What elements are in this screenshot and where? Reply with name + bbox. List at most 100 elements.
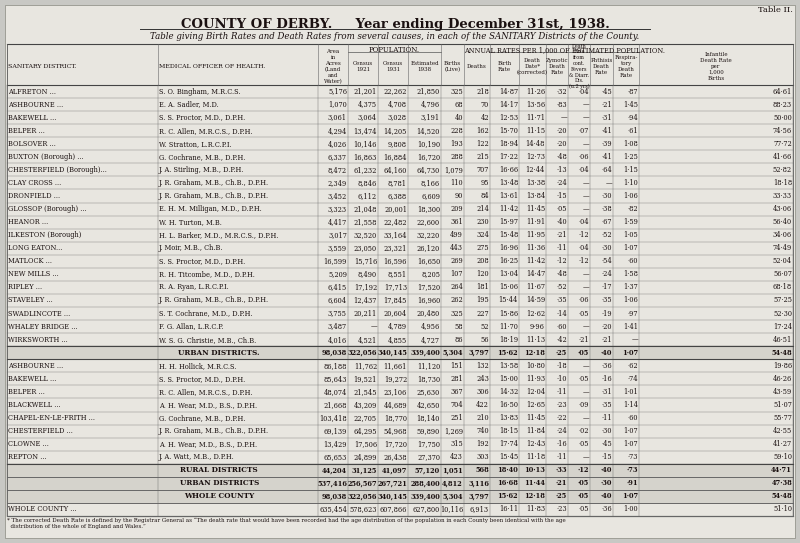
Text: 1·41: 1·41 bbox=[623, 323, 638, 331]
Text: 11·15: 11·15 bbox=[526, 127, 545, 135]
Text: 44,689: 44,689 bbox=[383, 401, 407, 409]
Text: 10·80: 10·80 bbox=[526, 362, 545, 370]
Text: 12·44: 12·44 bbox=[526, 166, 545, 174]
Text: 325: 325 bbox=[450, 87, 463, 96]
Text: 56: 56 bbox=[481, 336, 489, 344]
Text: 11·42: 11·42 bbox=[526, 257, 545, 266]
Text: 264: 264 bbox=[450, 283, 463, 292]
Text: 704: 704 bbox=[450, 401, 463, 409]
Text: 64,730: 64,730 bbox=[417, 166, 440, 174]
Text: —: — bbox=[582, 100, 589, 109]
Text: J. A. Watt, M.B., D.P.H.: J. A. Watt, M.B., D.P.H. bbox=[159, 453, 234, 461]
Text: Death
Rate
from
cont.
Fevers
& Diarr.
Dis.
(u.2 yrs): Death Rate from cont. Fevers & Diarr. Di… bbox=[569, 43, 590, 90]
Text: 74·56: 74·56 bbox=[773, 127, 792, 135]
Text: ·40: ·40 bbox=[556, 218, 567, 226]
Text: 6,604: 6,604 bbox=[328, 296, 347, 305]
Bar bbox=[7, 346, 793, 359]
Text: 15·44: 15·44 bbox=[498, 296, 518, 305]
Text: 24,899: 24,899 bbox=[354, 453, 377, 461]
Text: 275: 275 bbox=[476, 244, 489, 252]
Text: 4,375: 4,375 bbox=[358, 100, 377, 109]
Text: 1,051: 1,051 bbox=[442, 466, 463, 474]
Text: 16,960: 16,960 bbox=[417, 296, 440, 305]
Text: 1·07: 1·07 bbox=[622, 493, 638, 501]
Text: Births
(Live): Births (Live) bbox=[444, 61, 461, 72]
Text: BAKEWELL ...: BAKEWELL ... bbox=[8, 375, 56, 383]
Text: 16·50: 16·50 bbox=[499, 401, 518, 409]
Text: 15·00: 15·00 bbox=[499, 375, 518, 383]
Text: 107: 107 bbox=[450, 270, 463, 279]
Text: 21,545: 21,545 bbox=[354, 388, 377, 396]
Text: 256,567: 256,567 bbox=[347, 479, 377, 488]
Text: GLOSSOP (Borough) ...: GLOSSOP (Borough) ... bbox=[8, 205, 86, 213]
Text: ·35: ·35 bbox=[556, 296, 567, 305]
Text: 122: 122 bbox=[476, 140, 489, 148]
Text: ·73: ·73 bbox=[627, 453, 638, 461]
Text: 17,845: 17,845 bbox=[384, 296, 407, 305]
Text: ·06: ·06 bbox=[578, 153, 589, 161]
Text: A. H. Wear, M.D., B.S., D.P.H.: A. H. Wear, M.D., B.S., D.P.H. bbox=[159, 440, 257, 448]
Text: W. Stratton, L.R.C.P.I.: W. Stratton, L.R.C.P.I. bbox=[159, 140, 232, 148]
Text: 18·40: 18·40 bbox=[498, 466, 518, 474]
Text: 15·48: 15·48 bbox=[498, 231, 518, 239]
Text: 17,506: 17,506 bbox=[354, 440, 377, 448]
Text: 707: 707 bbox=[477, 166, 489, 174]
Text: 23,050: 23,050 bbox=[354, 244, 377, 252]
Text: S. T. Cochrane, M.D., D.P.H.: S. T. Cochrane, M.D., D.P.H. bbox=[159, 310, 253, 318]
Text: ·40: ·40 bbox=[601, 493, 612, 501]
Text: 12·65: 12·65 bbox=[526, 401, 545, 409]
Text: ·82: ·82 bbox=[627, 205, 638, 213]
Text: A. H. Wear, M.D., B.S., D.P.H.: A. H. Wear, M.D., B.S., D.P.H. bbox=[159, 401, 257, 409]
Text: —: — bbox=[631, 336, 638, 344]
Text: 26,120: 26,120 bbox=[417, 244, 440, 252]
Text: 13·83: 13·83 bbox=[499, 414, 518, 422]
Text: ·10: ·10 bbox=[557, 375, 567, 383]
Text: 8,166: 8,166 bbox=[421, 179, 440, 187]
Text: 27,370: 27,370 bbox=[417, 453, 440, 461]
Text: W. H. Turton, M.B.: W. H. Turton, M.B. bbox=[159, 218, 222, 226]
Text: ·15: ·15 bbox=[602, 453, 612, 461]
Text: R. C. Allen, M.R.C.S., D.P.H.: R. C. Allen, M.R.C.S., D.P.H. bbox=[159, 127, 253, 135]
Text: 14·17: 14·17 bbox=[499, 100, 518, 109]
Text: 607,866: 607,866 bbox=[380, 506, 407, 514]
Text: 1·10: 1·10 bbox=[623, 179, 638, 187]
Text: 54·48: 54·48 bbox=[771, 349, 792, 357]
Text: ANNUAL RATES PER 1,000 OF ESTIMATED POPULATION.: ANNUAL RATES PER 1,000 OF ESTIMATED POPU… bbox=[464, 46, 665, 54]
Text: 10,116: 10,116 bbox=[440, 506, 463, 514]
Text: 15·97: 15·97 bbox=[499, 218, 518, 226]
Text: ·17: ·17 bbox=[602, 283, 612, 292]
Text: ·20: ·20 bbox=[557, 127, 567, 135]
Text: E. H. M. Milligan, M.D., D.P.H.: E. H. M. Milligan, M.D., D.P.H. bbox=[159, 205, 262, 213]
Text: 31,125: 31,125 bbox=[352, 466, 377, 474]
Text: 54·48: 54·48 bbox=[771, 493, 792, 501]
Text: 98,038: 98,038 bbox=[322, 349, 347, 357]
Text: 65,653: 65,653 bbox=[324, 453, 347, 461]
Text: ·41: ·41 bbox=[602, 127, 612, 135]
Text: 6,337: 6,337 bbox=[328, 153, 347, 161]
Text: 18,730: 18,730 bbox=[417, 375, 440, 383]
Text: 20,001: 20,001 bbox=[384, 205, 407, 213]
Text: ·11: ·11 bbox=[556, 244, 567, 252]
Text: 5,209: 5,209 bbox=[328, 270, 347, 279]
Text: 3,323: 3,323 bbox=[328, 205, 347, 213]
Text: 19·86: 19·86 bbox=[773, 362, 792, 370]
Text: WHOLE COUNTY: WHOLE COUNTY bbox=[184, 493, 254, 501]
Text: 367: 367 bbox=[450, 388, 463, 396]
Text: 40: 40 bbox=[454, 113, 463, 122]
Text: 58: 58 bbox=[454, 323, 463, 331]
Text: 20,604: 20,604 bbox=[384, 310, 407, 318]
Text: 11·93: 11·93 bbox=[526, 375, 545, 383]
Text: 3,797: 3,797 bbox=[468, 493, 489, 501]
Text: 322,056: 322,056 bbox=[347, 349, 377, 357]
Text: 267,721: 267,721 bbox=[377, 479, 407, 488]
Text: 11·70: 11·70 bbox=[499, 323, 518, 331]
Text: CHAPEL-EN-LE-FRITH ...: CHAPEL-EN-LE-FRITH ... bbox=[8, 414, 95, 422]
Text: 11·42: 11·42 bbox=[498, 205, 518, 213]
Text: 42,650: 42,650 bbox=[417, 401, 440, 409]
Text: 132: 132 bbox=[476, 362, 489, 370]
Text: 16·68: 16·68 bbox=[497, 479, 518, 488]
Text: 193: 193 bbox=[450, 140, 463, 148]
Text: ·04: ·04 bbox=[578, 218, 589, 226]
Text: 14·87: 14·87 bbox=[499, 87, 518, 96]
Text: 84: 84 bbox=[480, 192, 489, 200]
